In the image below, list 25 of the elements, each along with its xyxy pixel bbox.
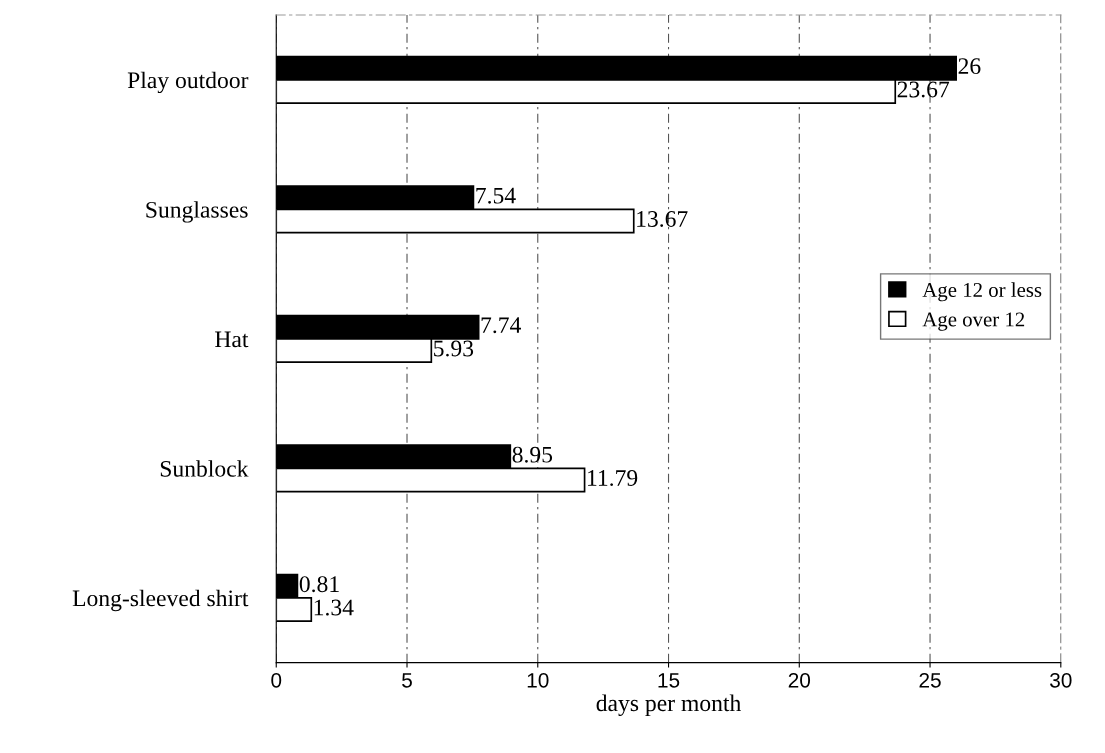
legend-label: Age 12 or less	[922, 282, 1042, 302]
data-label: 8.95	[512, 446, 553, 463]
data-label: 26	[958, 58, 981, 75]
data-label: 23.67	[897, 81, 950, 98]
data-label: 7.54	[476, 187, 516, 204]
legend-label: Age over 12	[922, 312, 1025, 331]
data-label: 0.81	[299, 576, 339, 593]
x-tick-label: 0	[271, 672, 282, 688]
x-tick-label: 15	[658, 673, 680, 688]
data-label: 5.93	[434, 340, 474, 357]
data-label: 13.67	[637, 211, 688, 227]
x-tick-label: 30	[1050, 672, 1072, 688]
y-tick-label: Sunglasses	[146, 201, 248, 223]
x-tick-label: 5	[402, 673, 412, 688]
x-tick-label: 25	[919, 672, 941, 688]
y-tick-label: Sunblock	[160, 460, 249, 477]
x-axis-title: days per month	[596, 694, 741, 717]
data-label: 7.74	[481, 317, 521, 334]
x-tick-label: 20	[788, 672, 811, 688]
x-tick-label: 10	[527, 672, 549, 688]
data-label: 1.34	[314, 599, 354, 616]
y-tick-label: Play outdoor	[127, 71, 249, 94]
y-tick-label: Hat	[215, 331, 249, 348]
y-tick-label: Long-sleeved shirt	[72, 589, 249, 612]
data-label: 11.79	[588, 470, 638, 487]
